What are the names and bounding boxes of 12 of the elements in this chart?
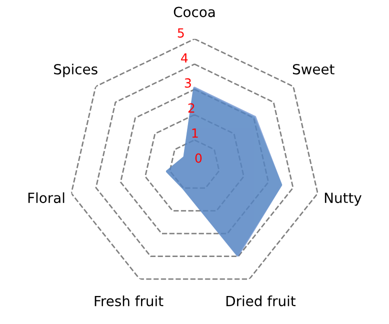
y-tick-label: 4: [181, 53, 188, 63]
spoke-label: Dried fruit: [226, 296, 296, 306]
spoke-label: Cocoa: [174, 6, 215, 18]
spoke-label: Spices: [54, 64, 98, 78]
y-tick-label: 3: [184, 78, 191, 88]
spoke-label: Sweet: [292, 64, 334, 74]
spoke-label: Floral: [28, 192, 64, 204]
y-tick-label: 5: [178, 28, 184, 38]
spoke-label: Fresh fruit: [94, 296, 164, 306]
y-tick-label: 0: [195, 153, 202, 163]
spoke-label: Nutty: [324, 192, 362, 206]
y-tick-label: 1: [192, 128, 198, 138]
